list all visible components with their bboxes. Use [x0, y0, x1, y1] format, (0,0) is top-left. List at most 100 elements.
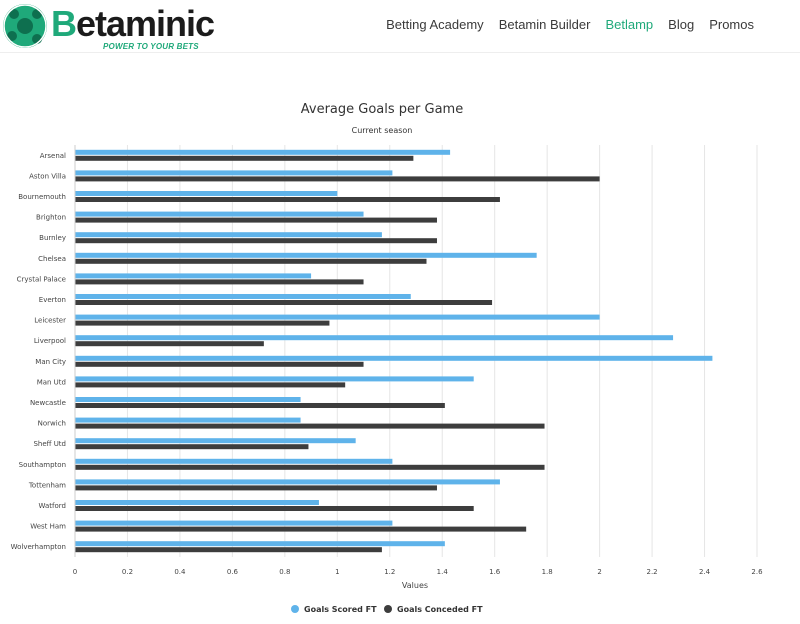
bar-goals-scored[interactable]: [75, 541, 445, 547]
category-label: Aston Villa: [29, 172, 66, 180]
betaminic-logo[interactable]: Betaminic POWER TO YOUR BETS: [2, 2, 215, 51]
category-label: Norwich: [38, 420, 66, 428]
bar-goals-scored[interactable]: [75, 438, 356, 444]
chart-x-tick-labels: 0 0.2 0.4 0.6 0.8 1 1.2 1.4 1.6 1.8 2 2.2 2.4 2.6: [73, 568, 763, 576]
bar-goals-scored[interactable]: [75, 294, 411, 299]
bar-goals-conceded[interactable]: [75, 361, 364, 367]
legend-label-goals-scored: Goals Scored FT: [304, 605, 377, 614]
category-label: Southampton: [19, 461, 66, 469]
chart-grid: [126, 145, 758, 557]
bar-goals-conceded[interactable]: [75, 197, 500, 202]
x-tick-label: 2.6: [751, 568, 763, 576]
bar-goals-conceded[interactable]: [75, 444, 309, 450]
x-axis-label: Values: [402, 581, 428, 590]
legend-marker-goals-conceded: [384, 605, 392, 613]
bar-goals-scored[interactable]: [75, 273, 312, 279]
main-nav: Betting Academy Betamin Builder Betlamp …: [386, 17, 754, 32]
bar-goals-conceded[interactable]: [75, 176, 600, 182]
bar-goals-conceded[interactable]: [75, 506, 474, 511]
category-label: West Ham: [30, 523, 66, 531]
category-label: Arsenal: [40, 152, 66, 160]
bar-goals-scored[interactable]: [75, 479, 500, 485]
x-tick-label: 0.8: [279, 568, 290, 576]
bar-goals-conceded[interactable]: [75, 423, 545, 429]
legend-item-goals-scored[interactable]: Goals Scored FT: [291, 605, 377, 614]
bar-goals-scored[interactable]: [75, 458, 393, 464]
x-tick-label: 1.2: [384, 568, 395, 576]
x-tick-label: 0.2: [122, 568, 133, 576]
x-tick-label: 0.4: [174, 568, 186, 576]
category-label: Brighton: [36, 214, 66, 222]
football-icon: [3, 4, 47, 48]
bar-goals-conceded[interactable]: [75, 155, 414, 161]
category-label: Burnley: [39, 234, 66, 242]
bar-goals-scored[interactable]: [75, 335, 674, 341]
legend-label-goals-conceded: Goals Conceded FT: [397, 605, 483, 614]
bar-goals-scored[interactable]: [75, 170, 393, 176]
bar-goals-scored[interactable]: [75, 520, 393, 526]
legend-marker-goals-scored: [291, 605, 299, 613]
bar-goals-conceded[interactable]: [75, 464, 545, 470]
bar-goals-conceded[interactable]: [75, 382, 346, 388]
x-tick-label: 2: [597, 568, 601, 576]
category-label: Sheff Utd: [33, 440, 66, 448]
chart-legend: Goals Scored FT Goals Conceded FT: [291, 605, 483, 614]
chart-category-labels: Arsenal Aston Villa Bournemouth Brighton Bur…: [11, 152, 67, 551]
category-label: Watford: [39, 502, 66, 510]
bar-goals-scored[interactable]: [75, 500, 319, 505]
category-label: Everton: [39, 296, 66, 304]
bar-goals-conceded[interactable]: [75, 320, 330, 326]
x-tick-label: 1.8: [542, 568, 553, 576]
bar-goals-conceded[interactable]: [75, 217, 437, 223]
logo-wordmark: Betaminic: [51, 3, 215, 44]
bar-goals-conceded[interactable]: [75, 526, 527, 532]
bar-goals-scored[interactable]: [75, 397, 301, 402]
category-label: Leicester: [34, 317, 66, 325]
x-tick-label: 1.6: [489, 568, 501, 576]
goals-bar-chart: Arsenal Aston Villa Bournemouth Brighton Bur…: [11, 102, 764, 614]
nav-betting-academy[interactable]: Betting Academy: [386, 17, 484, 32]
x-tick-label: 0: [73, 568, 77, 576]
x-tick-label: 1: [335, 568, 339, 576]
logo-letter-b: B: [51, 3, 77, 44]
chart-title: Average Goals per Game: [301, 102, 463, 117]
category-label: Chelsea: [38, 255, 66, 263]
bar-goals-scored[interactable]: [75, 191, 338, 196]
bar-goals-scored[interactable]: [75, 149, 451, 155]
bar-goals-conceded[interactable]: [75, 403, 445, 408]
bar-goals-conceded[interactable]: [75, 341, 264, 347]
category-label: Crystal Palace: [17, 275, 66, 283]
legend-item-goals-conceded[interactable]: Goals Conceded FT: [384, 605, 483, 614]
bar-goals-scored[interactable]: [75, 376, 474, 382]
bar-goals-scored[interactable]: [75, 211, 364, 217]
category-label: Man City: [35, 358, 66, 366]
x-tick-label: 1.4: [437, 568, 449, 576]
category-label: Bournemouth: [18, 193, 66, 201]
chart-bars: [75, 149, 713, 553]
nav-promos[interactable]: Promos: [709, 17, 754, 32]
x-tick-label: 0.6: [227, 568, 239, 576]
bar-goals-conceded[interactable]: [75, 547, 382, 553]
nav-betamin-builder[interactable]: Betamin Builder: [498, 17, 591, 32]
bar-goals-conceded[interactable]: [75, 238, 437, 244]
category-label: Newcastle: [30, 399, 66, 407]
bar-goals-scored[interactable]: [75, 252, 537, 258]
bar-goals-scored[interactable]: [75, 314, 600, 320]
bar-goals-conceded[interactable]: [75, 485, 437, 491]
chart-subtitle: Current season: [352, 126, 413, 135]
site-header: Betaminic POWER TO YOUR BETS Betting Aca…: [0, 0, 800, 53]
logo-letters-rest: etaminic: [76, 3, 215, 44]
bar-goals-scored[interactable]: [75, 355, 713, 361]
bar-goals-conceded[interactable]: [75, 279, 364, 285]
category-label: Liverpool: [34, 337, 66, 345]
nav-blog[interactable]: Blog: [668, 17, 695, 32]
bar-goals-scored[interactable]: [75, 232, 382, 238]
bar-goals-scored[interactable]: [75, 417, 301, 423]
category-label: Man Utd: [37, 378, 66, 386]
category-label: Wolverhampton: [11, 543, 66, 551]
x-tick-label: 2.4: [699, 568, 711, 576]
nav-betlamp[interactable]: Betlamp: [605, 17, 654, 32]
bar-goals-conceded[interactable]: [75, 300, 493, 305]
bar-goals-conceded[interactable]: [75, 258, 427, 264]
category-label: Tottenham: [28, 481, 66, 489]
